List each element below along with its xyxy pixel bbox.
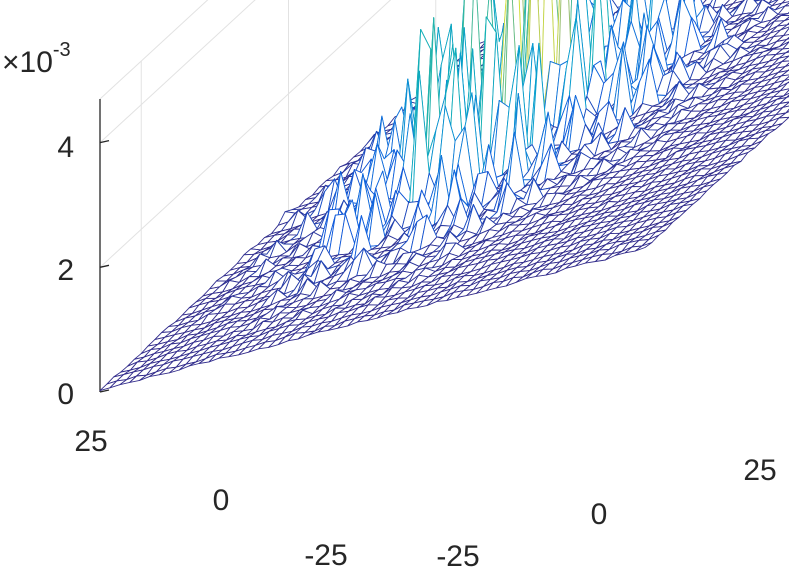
y-tick-label--25: -25 xyxy=(304,539,347,572)
mesh-cell xyxy=(784,62,789,68)
x-tick-label-25: 25 xyxy=(743,454,776,487)
surface-mesh xyxy=(99,0,789,392)
z-tick-mark-1 xyxy=(99,264,110,268)
z-multiplier-exponent: -3 xyxy=(53,39,71,61)
mesh-cell xyxy=(786,36,789,41)
mesh-cell xyxy=(782,41,789,50)
y-tick-label-0: 0 xyxy=(213,484,230,517)
z-grid-left-2 xyxy=(99,0,256,144)
x-tick-label--25: -25 xyxy=(436,540,479,573)
z-tick-label-4: 4 xyxy=(57,131,74,164)
mesh-cell xyxy=(634,242,653,252)
z-multiplier-base: ×10 xyxy=(2,46,53,79)
box-top-left xyxy=(99,0,209,100)
mesh-cell xyxy=(786,94,789,98)
z-tick-mark-2 xyxy=(99,140,110,144)
mesh-cell xyxy=(783,27,789,37)
mesh-cell xyxy=(783,89,789,97)
z-multiplier: ×10-3 xyxy=(2,39,71,79)
z-tick-mark-0 xyxy=(99,389,110,393)
mesh-cell xyxy=(784,2,789,7)
tick-labels: 4 2 0 25 0 -25 -25 0 25 ×10-3 xyxy=(2,39,777,573)
z-tick-label-2: 2 xyxy=(57,254,74,287)
mesh-cell xyxy=(785,50,789,54)
x-tick-label-0: 0 xyxy=(591,498,608,531)
y-tick-label-25: 25 xyxy=(74,425,107,458)
mesh-cell xyxy=(785,108,789,114)
z-tick-label-0: 0 xyxy=(57,378,74,411)
